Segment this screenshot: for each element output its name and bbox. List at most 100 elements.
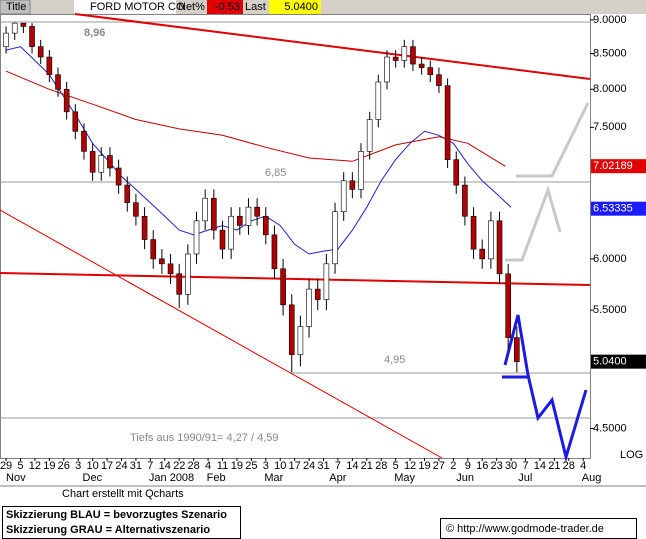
- candle-body: [3, 32, 9, 47]
- candle-body: [375, 81, 382, 120]
- month-label: Jul: [518, 472, 532, 484]
- x-tick-label: 21: [361, 460, 373, 472]
- candle-body: [245, 206, 252, 226]
- x-tick-label: 30: [505, 460, 517, 472]
- x-tick-label: 12: [29, 460, 41, 472]
- candle-body: [323, 263, 330, 300]
- candle-body: [366, 119, 373, 152]
- candle-body: [11, 22, 18, 34]
- y-tick-label: 8.0000: [593, 83, 627, 95]
- candle-body: [72, 111, 79, 132]
- candle-body: [470, 215, 477, 250]
- candle-body: [488, 220, 494, 260]
- candle-body: [436, 74, 442, 86]
- candle-body: [254, 206, 260, 217]
- candle-body: [444, 85, 451, 160]
- x-tick-label: 19: [418, 460, 430, 472]
- candle-body: [202, 197, 208, 222]
- scale-label: LOG: [620, 449, 643, 461]
- annotation: 6,85: [265, 167, 286, 179]
- last-box: [269, 0, 321, 14]
- x-tick-label: 11: [217, 460, 228, 472]
- candle-body: [29, 26, 35, 47]
- candle-body: [453, 159, 460, 186]
- candle-body: [55, 74, 61, 90]
- month-label: Apr: [329, 472, 346, 484]
- x-tick-label: 10: [87, 460, 99, 472]
- tab-label: Title: [6, 1, 26, 13]
- candle-body: [358, 151, 364, 190]
- credit: Chart erstellt mit Qcharts: [62, 488, 184, 500]
- candle-body: [237, 215, 243, 226]
- x-tick-label: 14: [159, 460, 171, 472]
- x-tick-label: 10: [274, 460, 286, 472]
- x-tick-label: 28: [375, 460, 387, 472]
- x-tick-label: 2: [450, 460, 456, 472]
- candle-body: [306, 288, 312, 327]
- moving-average: [5, 46, 512, 255]
- candle-body: [228, 215, 234, 250]
- x-tick-label: 5: [17, 460, 23, 472]
- x-tick-label: 3: [263, 460, 269, 472]
- month-label: Mar: [264, 472, 283, 484]
- candle-body: [115, 167, 122, 186]
- annotation: Tiefs aus 1990/91= 4,27 / 4,59: [130, 432, 279, 444]
- x-tick-label: 7: [335, 460, 341, 472]
- x-tick-label: 4: [205, 460, 211, 472]
- x-tick-label: 31: [317, 460, 329, 472]
- x-tick-label: 26: [58, 460, 70, 472]
- candle-body: [271, 234, 278, 270]
- candle-body: [20, 22, 27, 27]
- month-label: Nov: [6, 472, 26, 484]
- candle-body: [262, 215, 269, 236]
- candle-body: [81, 130, 87, 152]
- x-tick-label: 27: [433, 460, 445, 472]
- x-tick-label: 31: [130, 460, 142, 472]
- x-tick-label: 21: [548, 460, 560, 472]
- x-tick-label: 23: [491, 460, 503, 472]
- net-box: [207, 0, 243, 14]
- candle-body: [133, 202, 139, 217]
- price-box: [591, 201, 646, 216]
- x-tick-label: 14: [346, 460, 358, 472]
- x-tick-label: 12: [404, 460, 416, 472]
- x-tick-label: 19: [231, 460, 243, 472]
- candle-body: [280, 268, 286, 306]
- gray-scenario: [516, 102, 590, 178]
- chart-title: FORD MOTOR CO: [90, 1, 185, 13]
- gray-scenario: [505, 185, 562, 262]
- month-label: Dec: [83, 472, 103, 484]
- y-tick-label: 6.0000: [593, 253, 627, 265]
- candle-body: [124, 184, 131, 203]
- candle-body: [107, 155, 113, 169]
- y-tick-label: 4.5000: [593, 422, 627, 434]
- month-label: Aug: [582, 472, 602, 484]
- candle-body: [427, 67, 434, 76]
- candle-body: [98, 155, 105, 173]
- candle-body: [46, 56, 53, 76]
- candle-body: [89, 151, 96, 173]
- trend-line: [0, 272, 591, 286]
- trend-line: [74, 13, 591, 80]
- x-tick-label: 5: [393, 460, 399, 472]
- candle-body: [159, 258, 165, 265]
- last-label: Last: [245, 1, 266, 13]
- website[interactable]: © http://www.godmode-trader.de: [446, 523, 604, 535]
- last-value: 5.0400: [284, 1, 318, 13]
- net-value: -0.53: [215, 1, 240, 13]
- candle-body: [63, 88, 70, 113]
- candle-body: [167, 263, 174, 275]
- y-tick-label: 7.5000: [593, 121, 627, 133]
- x-tick-label: 7: [147, 460, 153, 472]
- candle-body: [401, 46, 408, 61]
- candle-body: [418, 63, 425, 68]
- candle-body: [150, 239, 157, 260]
- x-tick-label: 17: [101, 460, 113, 472]
- month-label: Jan 2008: [149, 472, 194, 484]
- annotation: 4,95: [384, 354, 405, 366]
- candle-body: [384, 56, 390, 83]
- trend-line: [0, 209, 443, 459]
- y-tick-label: 8.5000: [593, 47, 627, 59]
- x-tick-label: 29: [0, 460, 12, 472]
